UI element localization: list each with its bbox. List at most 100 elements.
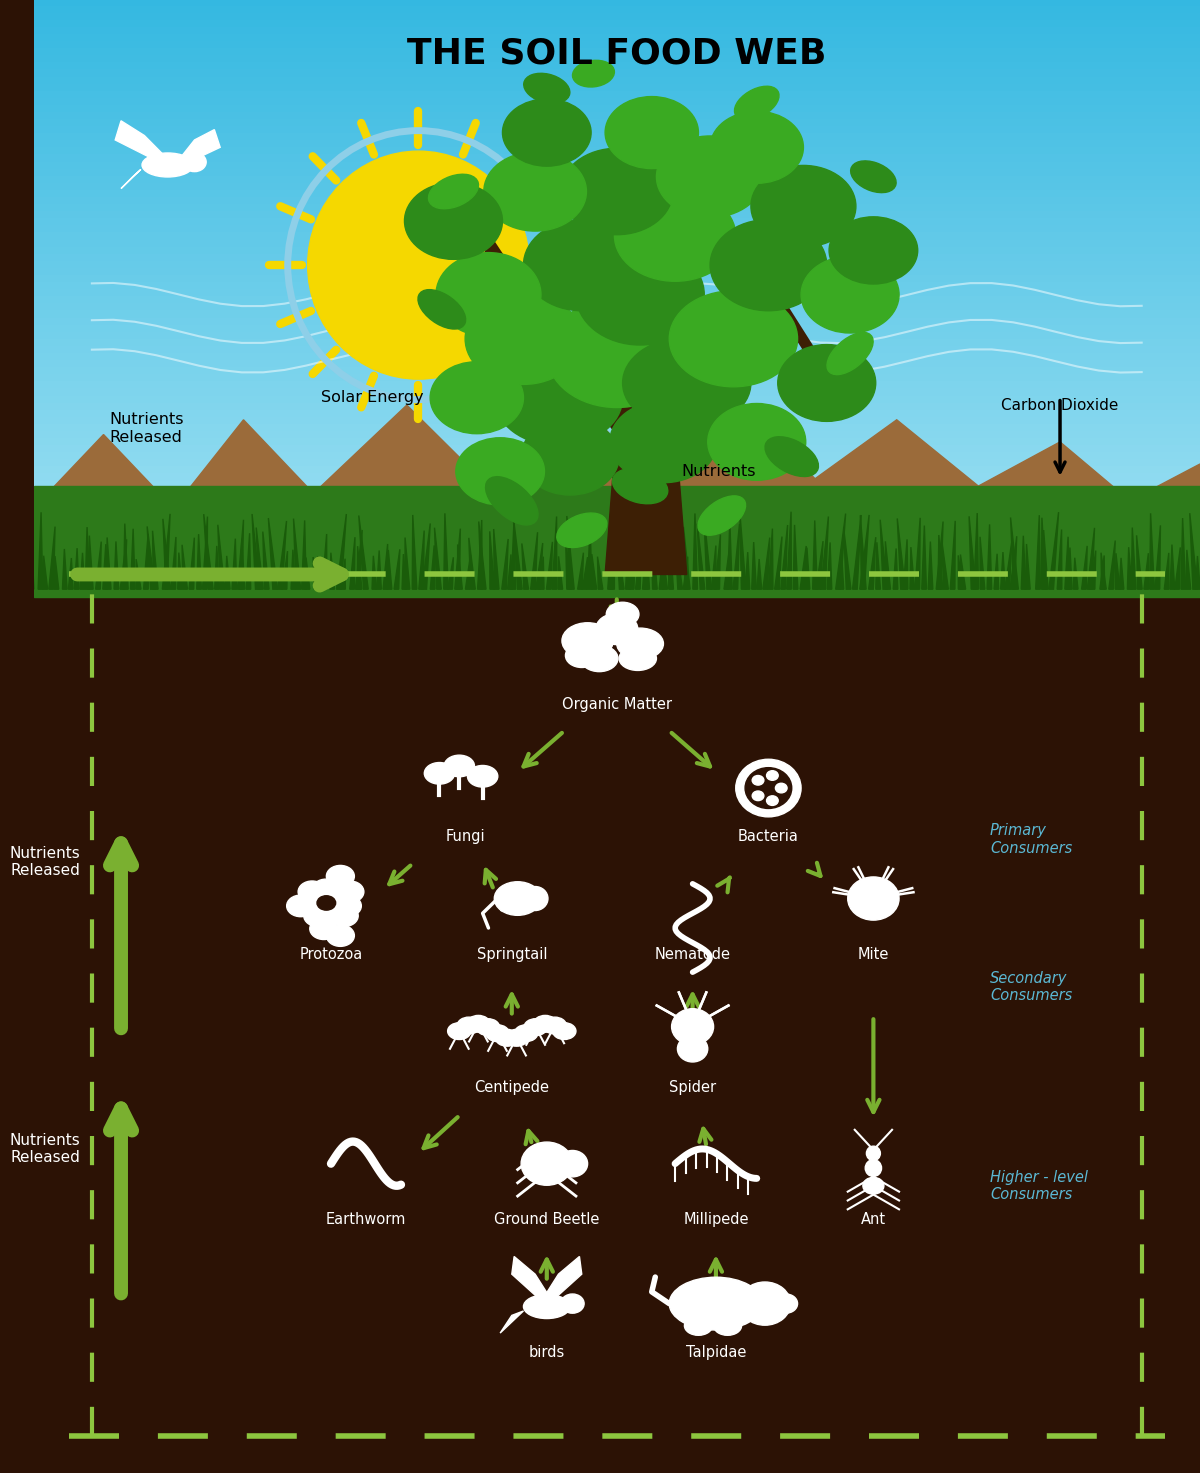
Polygon shape: [859, 516, 869, 589]
Polygon shape: [120, 539, 127, 589]
Bar: [34, 331, 1200, 340]
Bar: [34, 409, 1200, 418]
Polygon shape: [768, 529, 773, 589]
Polygon shape: [107, 538, 112, 589]
Polygon shape: [1100, 555, 1104, 589]
Polygon shape: [617, 536, 624, 589]
Bar: [34, 147, 1200, 156]
Polygon shape: [1150, 513, 1154, 589]
Bar: [34, 510, 1200, 517]
Polygon shape: [246, 533, 251, 589]
Polygon shape: [144, 535, 149, 589]
Polygon shape: [508, 554, 512, 589]
Ellipse shape: [457, 1018, 480, 1034]
Polygon shape: [1120, 558, 1124, 589]
Polygon shape: [500, 1311, 523, 1333]
Bar: [34, 197, 1200, 206]
Ellipse shape: [710, 112, 804, 183]
Polygon shape: [1144, 554, 1148, 589]
Ellipse shape: [766, 437, 818, 476]
Ellipse shape: [863, 1177, 884, 1195]
Ellipse shape: [752, 791, 764, 801]
Text: birds: birds: [529, 1345, 565, 1360]
Bar: [34, 324, 1200, 333]
Bar: [34, 119, 1200, 128]
Polygon shape: [1170, 545, 1175, 589]
Polygon shape: [1001, 552, 1006, 589]
Polygon shape: [68, 558, 73, 589]
Polygon shape: [805, 548, 810, 589]
Bar: [34, 551, 1200, 560]
Polygon shape: [163, 518, 170, 589]
Polygon shape: [1102, 552, 1106, 589]
Polygon shape: [479, 521, 486, 589]
Bar: [34, 467, 1200, 474]
Bar: [34, 354, 1200, 361]
Bar: [34, 162, 1200, 171]
Ellipse shape: [710, 219, 827, 311]
Polygon shape: [552, 517, 557, 589]
Polygon shape: [715, 535, 720, 589]
Text: Mite: Mite: [858, 947, 889, 962]
Text: Protozoa: Protozoa: [299, 947, 362, 962]
Ellipse shape: [404, 183, 503, 259]
Ellipse shape: [428, 174, 479, 209]
Text: Bacteria: Bacteria: [738, 829, 799, 844]
Bar: [34, 240, 1200, 247]
Polygon shape: [904, 539, 908, 589]
Polygon shape: [914, 518, 920, 589]
Polygon shape: [869, 538, 876, 589]
Polygon shape: [988, 524, 991, 589]
Ellipse shape: [684, 1315, 713, 1336]
Polygon shape: [558, 557, 563, 589]
Bar: [34, 460, 1200, 468]
Polygon shape: [1010, 517, 1019, 589]
Polygon shape: [775, 536, 782, 589]
Ellipse shape: [494, 349, 623, 446]
Polygon shape: [62, 549, 67, 589]
Polygon shape: [422, 523, 431, 589]
Text: Springtail: Springtail: [476, 947, 547, 962]
Bar: [34, 275, 1200, 283]
Ellipse shape: [494, 882, 541, 915]
Polygon shape: [1068, 548, 1072, 589]
Polygon shape: [910, 546, 914, 589]
Polygon shape: [178, 552, 182, 589]
Text: Spider: Spider: [670, 1080, 716, 1094]
Ellipse shape: [854, 879, 883, 903]
Ellipse shape: [623, 337, 751, 429]
Bar: [34, 233, 1200, 242]
Ellipse shape: [448, 1022, 470, 1040]
Polygon shape: [936, 521, 943, 589]
Ellipse shape: [484, 152, 587, 231]
Bar: [34, 367, 1200, 376]
Bar: [34, 488, 1200, 496]
Polygon shape: [629, 517, 636, 589]
Ellipse shape: [503, 99, 592, 166]
Polygon shape: [257, 527, 263, 589]
Bar: [34, 155, 1200, 164]
Polygon shape: [152, 530, 158, 589]
Ellipse shape: [610, 401, 718, 483]
Ellipse shape: [486, 1025, 509, 1041]
Polygon shape: [355, 530, 362, 589]
Polygon shape: [592, 554, 596, 589]
Ellipse shape: [304, 904, 331, 927]
Polygon shape: [793, 524, 798, 589]
Bar: [34, 133, 1200, 141]
Bar: [34, 97, 1200, 106]
Polygon shape: [942, 541, 948, 589]
Bar: [34, 303, 1200, 312]
Polygon shape: [821, 517, 828, 589]
Bar: [34, 69, 1200, 78]
Polygon shape: [96, 542, 101, 589]
Polygon shape: [511, 523, 516, 589]
Ellipse shape: [287, 896, 314, 916]
Polygon shape: [839, 549, 844, 589]
Polygon shape: [80, 552, 85, 589]
Ellipse shape: [326, 925, 354, 946]
Polygon shape: [349, 538, 355, 589]
Bar: [34, 91, 1200, 99]
Polygon shape: [114, 542, 119, 589]
Ellipse shape: [521, 418, 619, 495]
